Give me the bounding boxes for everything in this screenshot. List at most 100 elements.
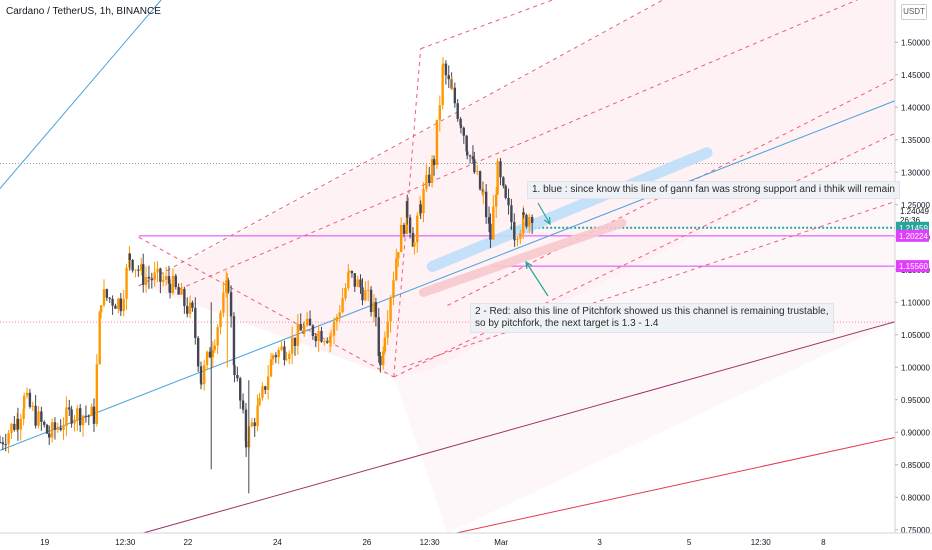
candle-body	[504, 185, 507, 198]
candle-body	[264, 386, 267, 390]
price-tick-label: 1.10000	[901, 298, 930, 307]
candle-body	[250, 422, 254, 427]
candle-body	[168, 283, 172, 293]
candle-body	[519, 233, 522, 239]
candle-body	[111, 298, 114, 306]
candle-body	[530, 217, 534, 223]
candle-body	[144, 276, 148, 285]
candle-body	[332, 321, 336, 336]
candle-body	[377, 317, 380, 357]
candle-body	[510, 205, 513, 223]
candle-body	[299, 324, 302, 331]
candle-body	[290, 337, 294, 354]
candle-body	[492, 206, 495, 240]
candle-body	[78, 408, 82, 426]
candle-body	[150, 278, 153, 281]
candle-body	[432, 159, 436, 165]
candle-body	[462, 127, 465, 136]
candle-body	[430, 159, 434, 184]
candle-body	[320, 330, 323, 342]
time-tick-label: 19	[40, 538, 49, 547]
candle-body	[236, 375, 239, 379]
candle-body	[274, 355, 278, 358]
candle-body	[411, 232, 415, 247]
time-tick-label: 3	[597, 538, 602, 547]
candle-body	[205, 351, 209, 366]
candle-body	[222, 292, 225, 313]
candle-body	[317, 330, 320, 342]
candle-body	[177, 287, 180, 295]
price-tick-label: 0.80000	[901, 493, 930, 502]
candle-body	[211, 349, 215, 358]
time-tick-label: 12:30	[115, 538, 136, 547]
pitchfork-line-1	[393, 48, 422, 378]
price-label-1: 26:36	[900, 216, 921, 225]
price-tick-label: 1.40000	[901, 103, 930, 112]
red-annotation-line2: so by pitchfork, the next target is 1.3 …	[475, 318, 659, 329]
candle-body	[397, 252, 400, 259]
candle-body	[296, 324, 300, 346]
candle-body	[507, 197, 510, 206]
candle-body	[22, 408, 25, 419]
candle-body	[359, 279, 362, 288]
trend-line-crimson	[456, 436, 896, 534]
pitchfork-line-4	[178, 0, 859, 290]
candle-body	[382, 351, 385, 366]
candle-body	[347, 272, 350, 289]
time-tick-label: 5	[687, 538, 692, 547]
candle-body	[419, 204, 422, 214]
candle-body	[37, 411, 40, 426]
candle-body	[344, 288, 347, 299]
candle-body	[444, 63, 448, 76]
price-tick-label: 1.50000	[901, 38, 930, 47]
candle-body	[502, 177, 505, 186]
candle-body	[489, 223, 492, 240]
candle-body	[84, 415, 88, 417]
candle-body	[131, 259, 134, 271]
candle-body	[383, 337, 387, 352]
candle-body	[303, 325, 306, 334]
candle-body	[438, 105, 442, 120]
candle-body	[200, 383, 203, 385]
candle-body	[353, 273, 356, 287]
candle-body	[219, 312, 222, 328]
price-tick-label: 0.75000	[901, 526, 930, 535]
candle-body	[308, 318, 312, 326]
candle-body	[341, 298, 344, 313]
candle-body	[285, 359, 288, 361]
candle-body	[372, 302, 376, 313]
candle-body	[87, 415, 90, 417]
blue-annotation[interactable]: 1. blue : since know this line of gann f…	[527, 181, 900, 199]
candle-body	[70, 409, 73, 424]
candle-body	[244, 409, 248, 442]
candle-body	[468, 155, 472, 157]
red-note-arrow	[525, 260, 549, 297]
candle-body	[395, 258, 398, 281]
currency-button[interactable]: USDT	[901, 4, 927, 20]
candle-body	[186, 306, 189, 314]
candle-body	[522, 212, 525, 216]
candle-body	[441, 63, 445, 66]
price-label-0: 1.24049	[900, 207, 929, 216]
red-annotation[interactable]: 2 - Red: also this line of Pitchfork sho…	[470, 303, 834, 333]
candle-body	[513, 238, 516, 240]
pitchfork-zone-lower	[393, 133, 895, 533]
red-note-arrow-head	[525, 260, 533, 270]
candle-body	[476, 171, 479, 173]
candle-body	[447, 75, 450, 80]
candle-body	[283, 346, 286, 361]
red-highlight	[418, 218, 627, 297]
candle-body	[7, 433, 10, 445]
candle-body	[22, 395, 26, 409]
candle-body	[183, 288, 186, 307]
blue-annotation-text: 1. blue : since know this line of gann f…	[532, 184, 895, 195]
candle-body	[34, 405, 37, 426]
candle-body	[59, 427, 62, 430]
candle-body	[280, 346, 283, 350]
candle-body	[450, 87, 454, 89]
candle-body	[134, 269, 137, 271]
candle-body	[171, 275, 175, 293]
price-tick-label: 0.95000	[901, 396, 930, 405]
